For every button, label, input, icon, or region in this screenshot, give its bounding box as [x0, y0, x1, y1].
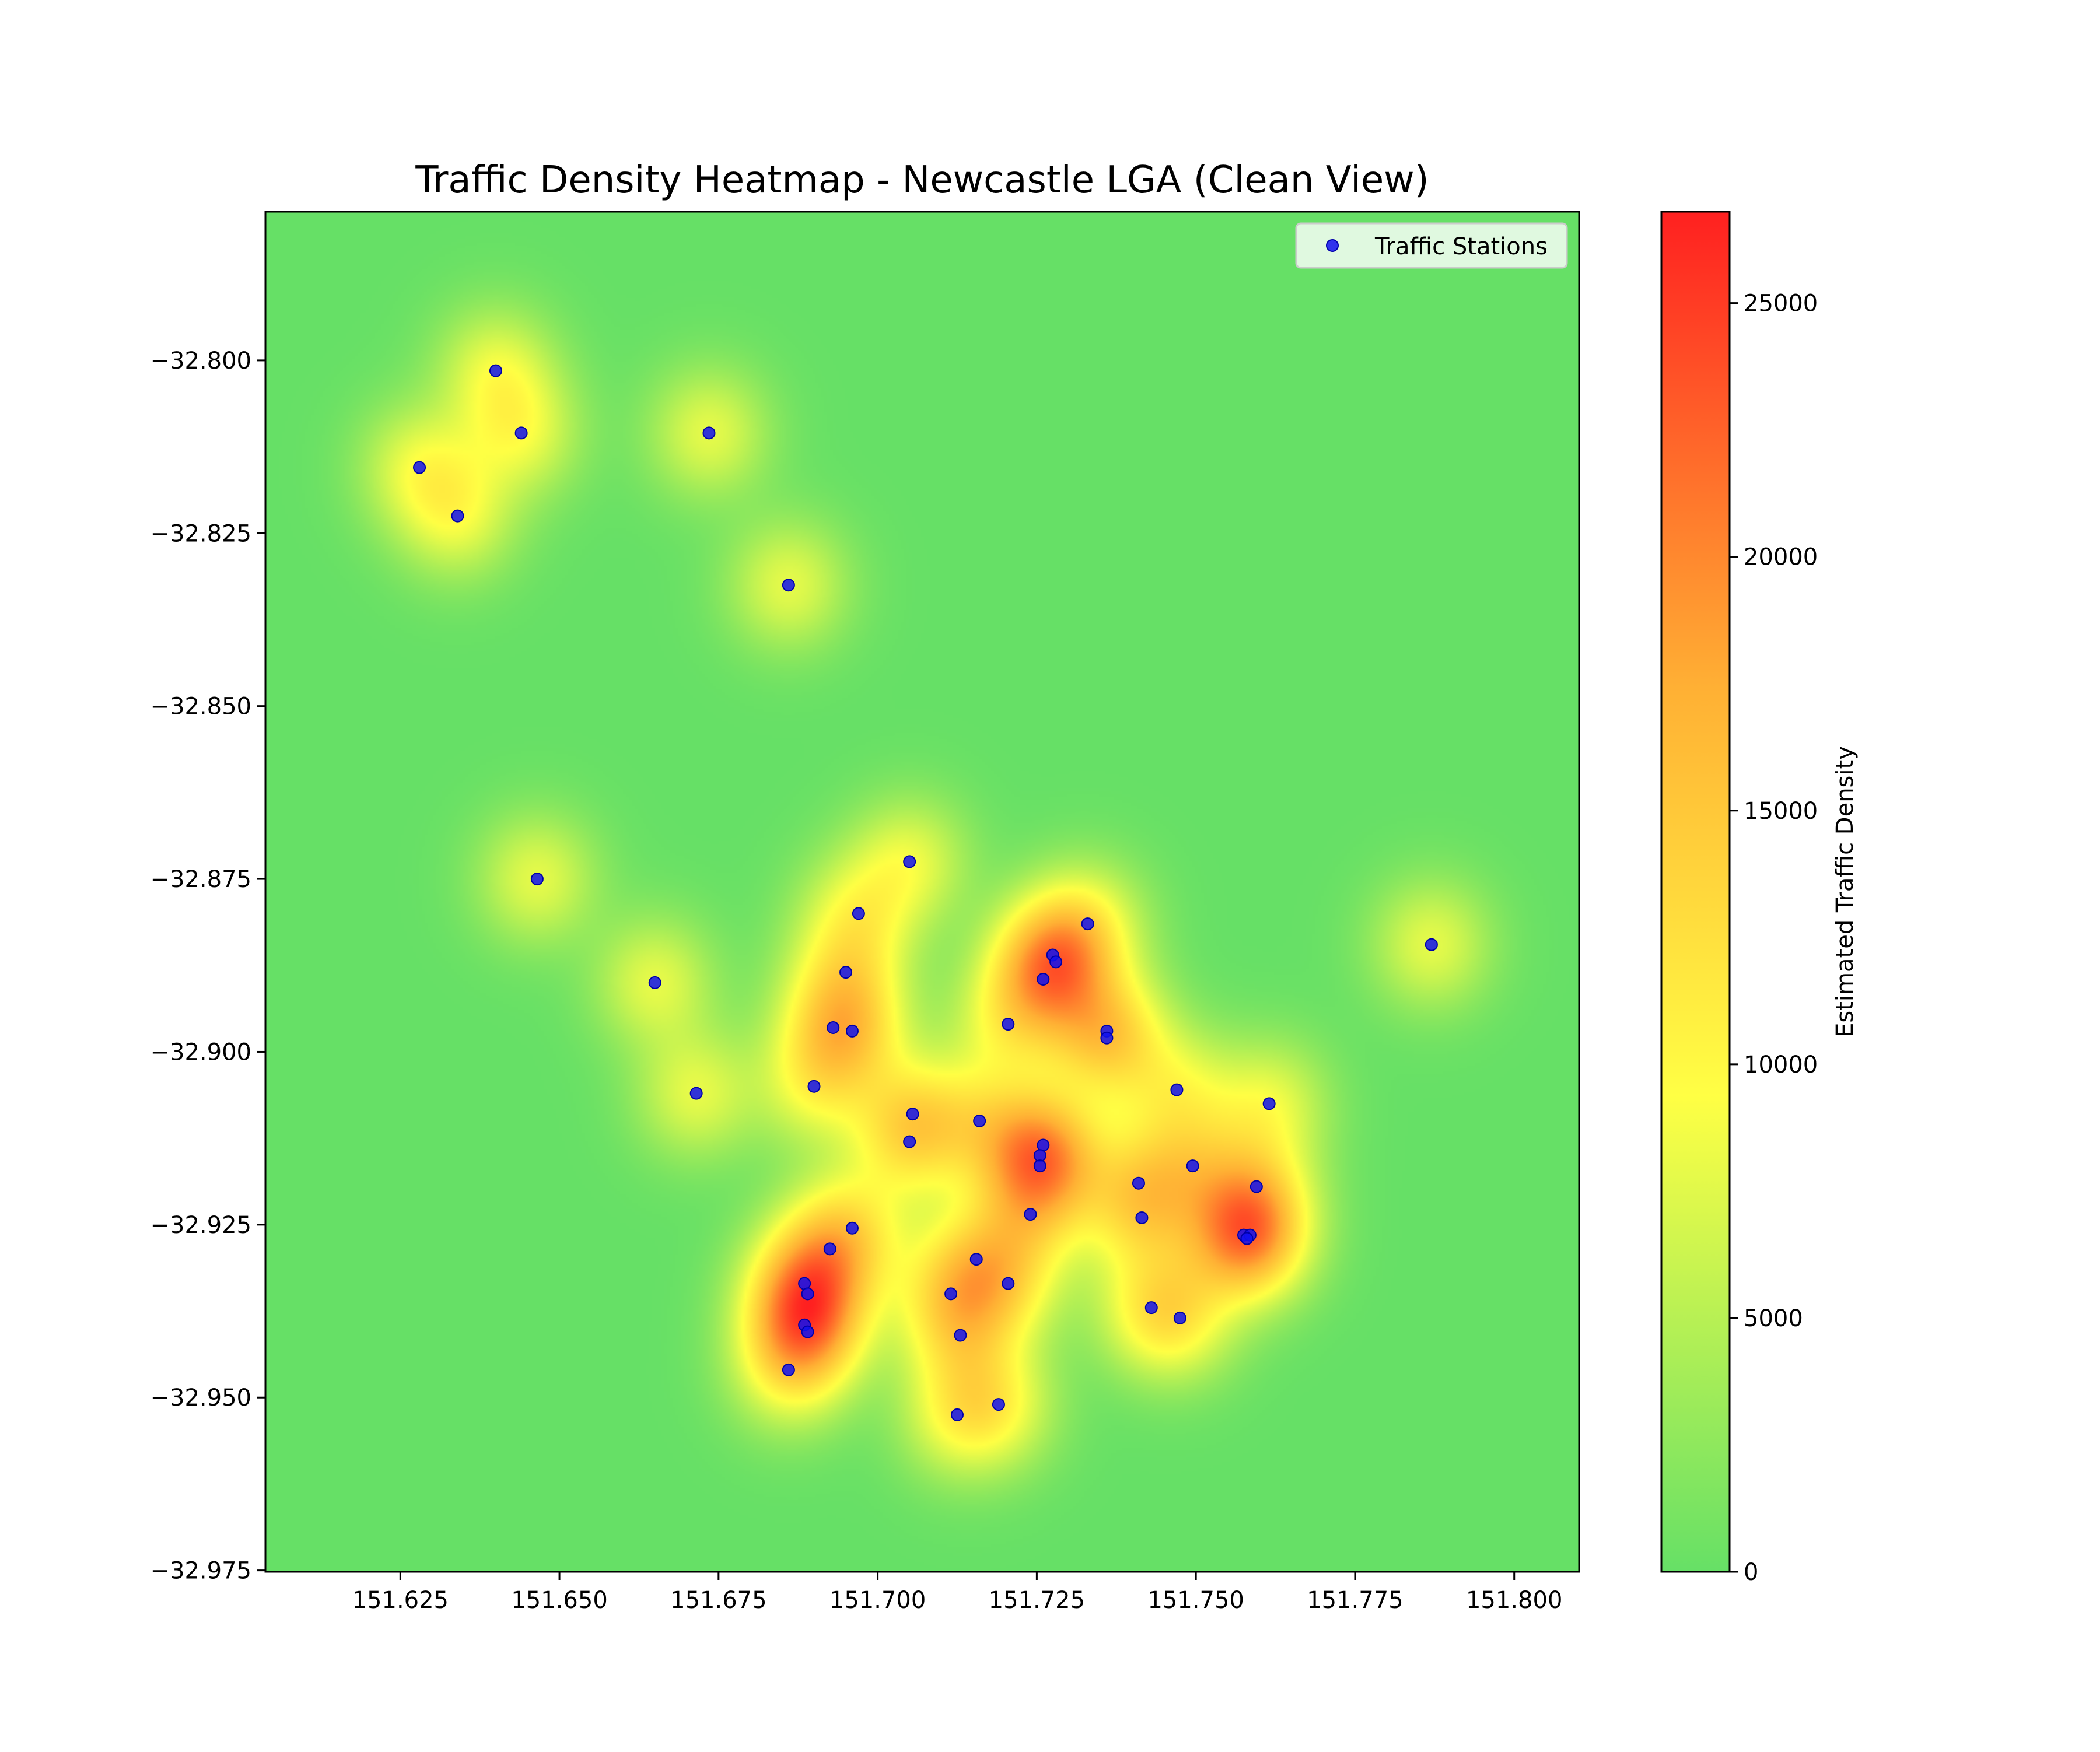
- station-point: [782, 579, 795, 592]
- station-point: [413, 461, 426, 474]
- station-point: [903, 855, 916, 868]
- station-point: [1024, 1208, 1037, 1221]
- station-point: [1002, 1277, 1015, 1290]
- station-point: [1186, 1159, 1199, 1173]
- station-point: [839, 966, 853, 979]
- x-tick-label: 151.675: [670, 1587, 766, 1614]
- y-tick-label: −32.800: [150, 348, 251, 374]
- y-tick-label: −32.825: [150, 520, 251, 547]
- station-point: [951, 1408, 964, 1421]
- station-point: [702, 426, 716, 440]
- station-point: [845, 1221, 859, 1235]
- station-points: [413, 364, 1438, 1421]
- station-point: [1002, 1018, 1015, 1031]
- chart-title: Traffic Density Heatmap - Newcastle LGA …: [415, 159, 1429, 202]
- x-tick-label: 151.725: [989, 1587, 1085, 1614]
- station-point: [1144, 1301, 1158, 1315]
- x-tick-label: 151.750: [1147, 1587, 1244, 1614]
- station-point: [970, 1253, 983, 1266]
- station-point: [903, 1135, 916, 1148]
- legend-box: [1295, 222, 1568, 269]
- station-point: [1424, 938, 1438, 951]
- station-point: [852, 907, 865, 920]
- station-point: [973, 1115, 986, 1128]
- station-point: [782, 1363, 795, 1376]
- x-tick-label: 151.625: [352, 1587, 449, 1614]
- station-point: [530, 873, 544, 886]
- y-tick-label: −32.900: [150, 1039, 251, 1066]
- plot-area: [264, 211, 1580, 1573]
- station-point: [1170, 1083, 1184, 1096]
- colorbar-tick-label: 10000: [1744, 1052, 1818, 1078]
- x-tick-label: 151.650: [511, 1587, 607, 1614]
- station-point: [1240, 1232, 1254, 1245]
- station-point: [451, 509, 464, 523]
- station-point: [992, 1398, 1005, 1411]
- colorbar-label: Estimated Traffic Density: [1832, 746, 1859, 1038]
- station-point: [1173, 1311, 1186, 1324]
- x-tick-label: 151.700: [830, 1587, 926, 1614]
- station-point: [807, 1080, 821, 1093]
- station-point: [648, 976, 662, 989]
- colorbar-tick-label: 20000: [1744, 544, 1818, 571]
- colorbar-frame: [1660, 211, 1731, 1573]
- colorbar-ticks: 0 5000 10000 15000 20000 25000: [1730, 290, 1818, 1586]
- x-axis: 151.625 151.650 151.675 151.700 151.725 151.7…: [352, 1572, 1562, 1614]
- station-point: [1262, 1097, 1276, 1110]
- colorbar: 0 5000 10000 15000 20000 25000 Estimated Traf…: [1660, 211, 1859, 1586]
- heatmap-image: [265, 212, 1579, 1572]
- y-axis: −32.800 −32.825 −32.850 −32.875 −32.900 −32.9…: [150, 348, 265, 1585]
- station-point: [954, 1329, 967, 1342]
- legend-entry-label: Traffic Stations: [1374, 233, 1548, 260]
- station-point: [845, 1024, 859, 1038]
- legend-marker-icon: [1326, 239, 1339, 252]
- y-tick-label: −32.925: [150, 1212, 251, 1239]
- station-point: [1100, 1031, 1114, 1045]
- station-point: [1132, 1176, 1145, 1190]
- legend: Traffic Stations: [1295, 222, 1568, 269]
- station-point: [1081, 917, 1094, 931]
- plot-frame: [264, 211, 1580, 1573]
- station-point: [823, 1242, 836, 1256]
- x-tick-label: 151.800: [1466, 1587, 1562, 1614]
- colorbar-tick-label: 5000: [1744, 1305, 1803, 1332]
- station-point: [801, 1287, 814, 1301]
- station-point: [801, 1325, 814, 1338]
- x-tick-label: 151.775: [1307, 1587, 1403, 1614]
- station-point: [489, 364, 502, 377]
- station-point: [1135, 1211, 1149, 1224]
- station-point: [1037, 972, 1050, 986]
- y-tick-label: −32.875: [150, 866, 251, 893]
- station-point: [1049, 955, 1063, 969]
- station-point: [944, 1287, 958, 1301]
- colorbar-tick-label: 15000: [1744, 798, 1818, 825]
- colorbar-tick-label: 25000: [1744, 290, 1818, 317]
- station-point: [1033, 1159, 1046, 1173]
- station-point: [690, 1087, 703, 1100]
- colorbar-tick-label: 0: [1744, 1559, 1758, 1586]
- y-tick-label: −32.850: [150, 693, 251, 720]
- station-point: [906, 1108, 919, 1121]
- y-tick-label: −32.950: [150, 1385, 251, 1411]
- station-point: [827, 1021, 840, 1034]
- station-point: [514, 426, 528, 440]
- y-tick-label: −32.975: [150, 1558, 251, 1585]
- station-point: [1250, 1180, 1263, 1193]
- colorbar-gradient: [1661, 212, 1730, 1572]
